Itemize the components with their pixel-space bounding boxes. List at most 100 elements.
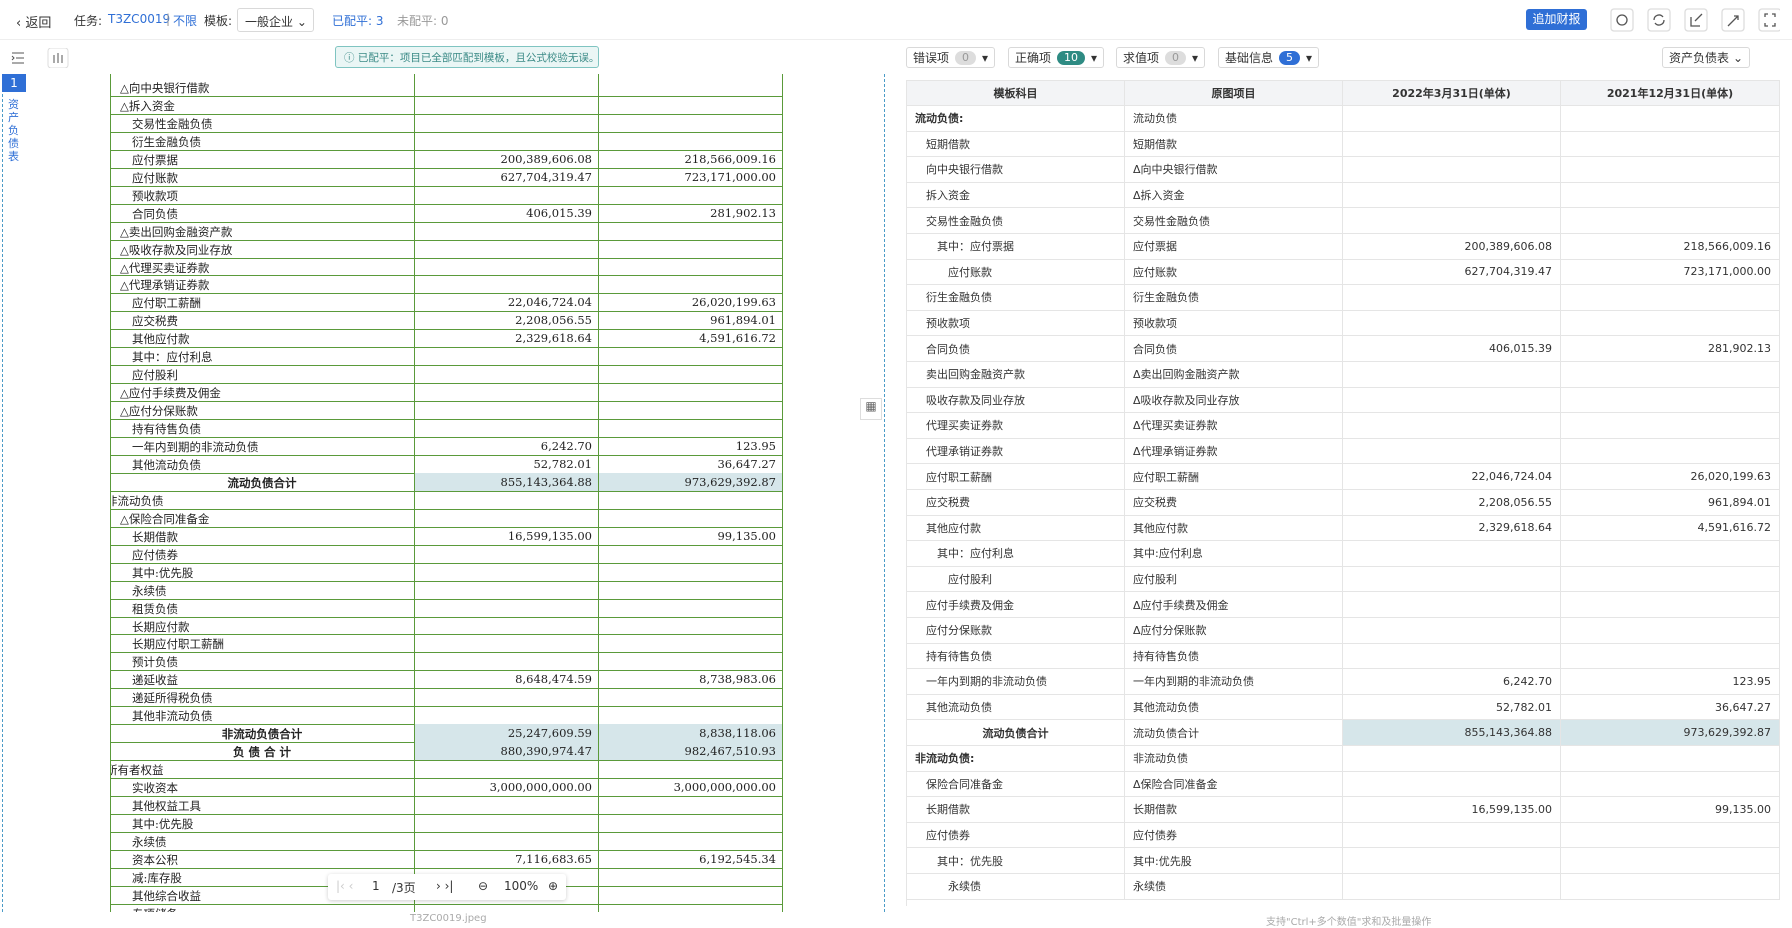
template-item[interactable]: 保险合同准备金 xyxy=(907,771,1125,798)
add-report-button[interactable]: 追加财报 xyxy=(1526,9,1587,30)
value-cell[interactable] xyxy=(1561,874,1780,900)
template-item[interactable]: 应付账款 xyxy=(907,259,1125,286)
sheet-tab[interactable]: 资产负债表 xyxy=(8,98,19,163)
value-cell[interactable]: 200,389,606.08 xyxy=(1343,234,1561,260)
value-cell[interactable]: 26,020,199.63 xyxy=(1561,464,1780,490)
value-cell[interactable] xyxy=(1343,874,1561,900)
template-item[interactable]: 永续债 xyxy=(907,874,1125,900)
template-item[interactable]: 流动负债: xyxy=(907,106,1125,132)
value-cell[interactable] xyxy=(1343,362,1561,388)
filter-label[interactable]: 错误项 xyxy=(913,51,950,65)
template-item[interactable]: 预收款项 xyxy=(907,310,1125,337)
value-cell[interactable]: 961,894.01 xyxy=(1561,490,1780,516)
sheet-select-value[interactable]: 资产负债表 xyxy=(1669,51,1730,65)
value-cell[interactable]: 281,902.13 xyxy=(1561,336,1780,362)
template-item[interactable]: 其中：应付利息 xyxy=(907,541,1125,567)
source-item[interactable]: 应付账款 xyxy=(1125,259,1343,286)
value-cell[interactable] xyxy=(1561,131,1780,158)
template-item[interactable]: 衍生金融负债 xyxy=(907,285,1125,311)
value-cell[interactable]: 627,704,319.47 xyxy=(1343,259,1561,286)
source-item[interactable]: 应付债券 xyxy=(1125,822,1343,849)
source-item[interactable]: Δ应付手续费及佣金 xyxy=(1125,592,1343,618)
template-item[interactable]: 其中：优先股 xyxy=(907,848,1125,874)
value-cell[interactable]: 36,647.27 xyxy=(1561,694,1780,721)
source-item[interactable]: 交易性金融负债 xyxy=(1125,208,1343,234)
value-cell[interactable]: 4,591,616.72 xyxy=(1561,515,1780,542)
value-cell[interactable] xyxy=(1343,131,1561,158)
value-cell[interactable] xyxy=(1343,157,1561,183)
value-cell[interactable] xyxy=(1343,182,1561,209)
source-item[interactable]: 合同负债 xyxy=(1125,336,1343,362)
value-cell[interactable] xyxy=(1343,387,1561,414)
template-item[interactable]: 应付股利 xyxy=(907,566,1125,593)
value-cell[interactable] xyxy=(1561,157,1780,183)
template-item[interactable]: 应付分保账款 xyxy=(907,618,1125,644)
value-cell[interactable]: 973,629,392.87 xyxy=(1561,720,1780,746)
value-cell[interactable] xyxy=(1561,413,1780,439)
value-cell[interactable]: 52,782.01 xyxy=(1343,694,1561,721)
filter[interactable]: 基础信息 5 ▾ xyxy=(1218,47,1320,68)
value-cell[interactable] xyxy=(1343,285,1561,311)
source-item[interactable]: Δ卖出回购金融资产款 xyxy=(1125,362,1343,388)
value-cell[interactable] xyxy=(1561,566,1780,593)
back-button[interactable]: ‹ 返回 xyxy=(16,16,52,31)
task-id[interactable]: T3ZC0019 xyxy=(108,12,171,26)
source-item[interactable]: Δ应付分保账款 xyxy=(1125,618,1343,644)
value-cell[interactable] xyxy=(1343,310,1561,337)
filter[interactable]: 求值项 0 ▾ xyxy=(1116,47,1206,68)
template-item[interactable]: 长期借款 xyxy=(907,797,1125,823)
task-scope[interactable]: 不限 xyxy=(173,14,198,28)
template-item[interactable]: 代理承销证券款 xyxy=(907,438,1125,465)
value-cell[interactable]: 16,599,135.00 xyxy=(1343,797,1561,823)
source-item[interactable]: 持有待售负债 xyxy=(1125,643,1343,670)
value-cell[interactable] xyxy=(1561,848,1780,874)
value-cell[interactable] xyxy=(1343,208,1561,234)
value-cell[interactable]: 6,242.70 xyxy=(1343,669,1561,695)
template-item[interactable]: 拆入资金 xyxy=(907,182,1125,209)
filter-count[interactable]: 0 xyxy=(955,50,977,65)
template-item[interactable]: 卖出回购金融资产款 xyxy=(907,362,1125,388)
template-item[interactable]: 流动负债合计 xyxy=(907,720,1125,746)
value-cell[interactable] xyxy=(1561,362,1780,388)
source-item[interactable]: 流动负债合计 xyxy=(1125,720,1343,746)
template-value[interactable]: 一般企业 xyxy=(245,15,294,29)
source-item[interactable]: 应付股利 xyxy=(1125,566,1343,593)
template-item[interactable]: 应付债券 xyxy=(907,822,1125,849)
page-number[interactable]: 1 xyxy=(372,879,380,893)
template-select[interactable]: 一般企业 ⌄ xyxy=(237,8,314,32)
source-item[interactable]: Δ代理承销证券款 xyxy=(1125,438,1343,465)
source-item[interactable]: Δ代理买卖证券款 xyxy=(1125,413,1343,439)
template-item[interactable]: 合同负债 xyxy=(907,336,1125,362)
filter-count[interactable]: 0 xyxy=(1165,50,1187,65)
template-item[interactable]: 其他应付款 xyxy=(907,515,1125,542)
value-cell[interactable] xyxy=(1561,822,1780,849)
sheet-index[interactable]: 1 xyxy=(2,74,26,92)
value-cell[interactable] xyxy=(1561,541,1780,567)
template-item[interactable]: 代理买卖证券款 xyxy=(907,413,1125,439)
value-cell[interactable] xyxy=(1343,592,1561,618)
template-item[interactable]: 一年内到期的非流动负债 xyxy=(907,669,1125,695)
value-cell[interactable] xyxy=(1561,106,1780,132)
filter[interactable]: 正确项 10 ▾ xyxy=(1008,47,1105,68)
value-cell[interactable] xyxy=(1343,413,1561,439)
source-item[interactable]: 应交税费 xyxy=(1125,490,1343,516)
value-cell[interactable] xyxy=(1343,746,1561,772)
value-cell[interactable] xyxy=(1561,438,1780,465)
filter[interactable]: 错误项 0 ▾ xyxy=(906,47,996,68)
value-cell[interactable] xyxy=(1561,208,1780,234)
value-cell[interactable] xyxy=(1343,566,1561,593)
value-cell[interactable] xyxy=(1561,285,1780,311)
source-item[interactable]: 永续债 xyxy=(1125,874,1343,900)
source-item[interactable]: Δ拆入资金 xyxy=(1125,182,1343,209)
source-item[interactable]: 应付票据 xyxy=(1125,234,1343,260)
value-cell[interactable]: 2,329,618.64 xyxy=(1343,515,1561,542)
value-cell[interactable] xyxy=(1343,822,1561,849)
filter-count[interactable]: 5 xyxy=(1279,50,1301,65)
filter-label[interactable]: 正确项 xyxy=(1015,51,1052,65)
source-item[interactable]: 一年内到期的非流动负债 xyxy=(1125,669,1343,695)
value-cell[interactable] xyxy=(1561,387,1780,414)
source-item[interactable]: 流动负债 xyxy=(1125,106,1343,132)
source-item[interactable]: 其中:优先股 xyxy=(1125,848,1343,874)
back-label[interactable]: 返回 xyxy=(25,16,52,31)
value-cell[interactable] xyxy=(1561,310,1780,337)
